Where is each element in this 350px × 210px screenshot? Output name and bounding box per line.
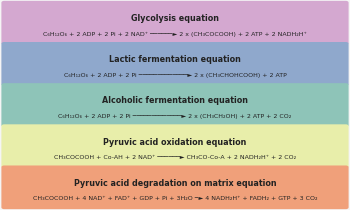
FancyBboxPatch shape xyxy=(1,124,349,168)
Text: C₆H₁₂O₆ + 2 ADP + 2 Pi + 2 NAD⁺ ──────► 2 x (CH₃COCOOH) + 2 ATP + 2 NADH₂H⁺: C₆H₁₂O₆ + 2 ADP + 2 Pi + 2 NAD⁺ ──────► … xyxy=(43,31,307,37)
Text: C₆H₁₂O₆ + 2 ADP + 2 Pi ─────────────► 2 x (CH₃CHOHCOOH) + 2 ATP: C₆H₁₂O₆ + 2 ADP + 2 Pi ─────────────► 2 … xyxy=(64,73,286,78)
Text: CH₃COCOOH + 4 NAD⁺ + FAD⁺ + GDP + Pi + 3H₂O ─► 4 NADH₂H⁺ + FADH₂ + GTP + 3 CO₂: CH₃COCOOH + 4 NAD⁺ + FAD⁺ + GDP + Pi + 3… xyxy=(33,196,317,201)
Text: Lactic fermentation equation: Lactic fermentation equation xyxy=(109,55,241,64)
Text: Glycolysis equation: Glycolysis equation xyxy=(131,14,219,23)
Text: Pyruvic acid oxidation equation: Pyruvic acid oxidation equation xyxy=(103,138,247,147)
Text: Alcoholic fermentation equation: Alcoholic fermentation equation xyxy=(102,96,248,105)
Text: CH₃COCOOH + Co-AH + 2 NAD⁺ ──────► CH₃CO-Co-A + 2 NADH₂H⁺ + 2 CO₂: CH₃COCOOH + Co-AH + 2 NAD⁺ ──────► CH₃CO… xyxy=(54,155,296,160)
FancyBboxPatch shape xyxy=(1,42,349,86)
Text: Pyruvic acid degradation on matrix equation: Pyruvic acid degradation on matrix equat… xyxy=(74,179,276,188)
FancyBboxPatch shape xyxy=(1,165,349,209)
FancyBboxPatch shape xyxy=(1,1,349,45)
FancyBboxPatch shape xyxy=(1,83,349,127)
Text: C₆H₁₂O₆ + 2 ADP + 2 Pi ─────────────► 2 x (CH₃CH₂OH) + 2 ATP + 2 CO₂: C₆H₁₂O₆ + 2 ADP + 2 Pi ─────────────► 2 … xyxy=(58,114,292,119)
